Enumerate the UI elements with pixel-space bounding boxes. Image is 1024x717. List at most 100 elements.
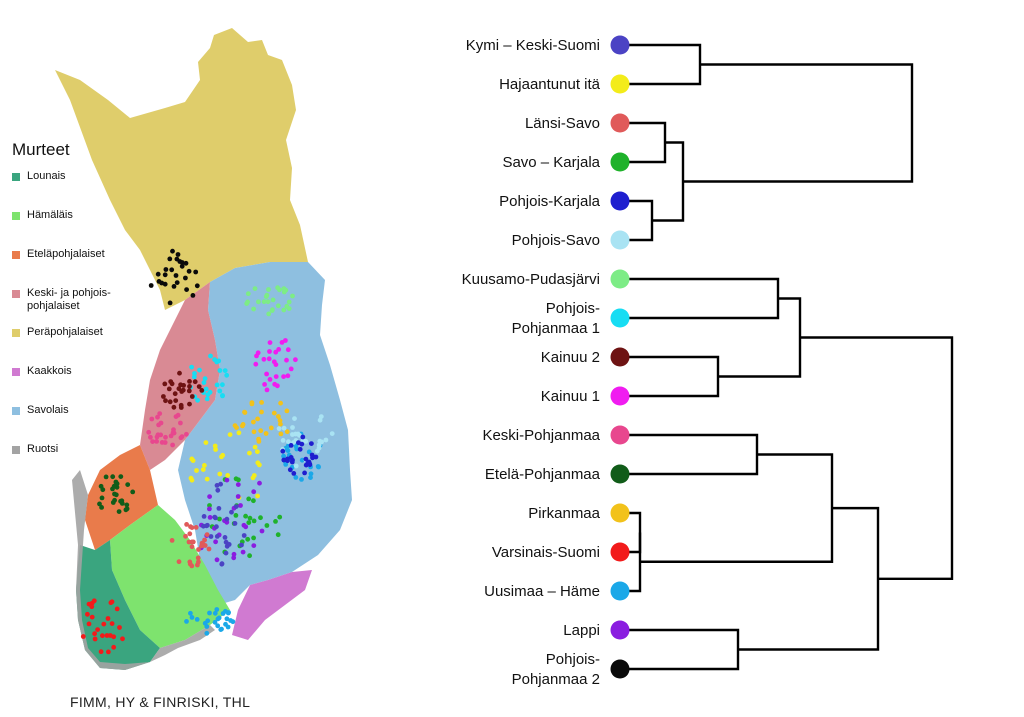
- sample-dot: [240, 422, 246, 427]
- sample-dot: [245, 536, 251, 542]
- sample-dot: [251, 535, 256, 541]
- map-credit: FIMM, HY & FINRISKI, THL: [70, 694, 251, 710]
- sample-dot: [281, 307, 287, 313]
- sample-dot: [212, 619, 218, 625]
- sample-dot: [201, 380, 207, 385]
- sample-dot: [267, 377, 273, 382]
- sample-dot: [256, 299, 261, 305]
- leaf-label: Savo – Karjala: [502, 154, 600, 171]
- sample-dot: [159, 280, 165, 286]
- legend-item: Kaakkois: [12, 365, 111, 404]
- leaf-marker: [610, 542, 630, 562]
- leaf-marker: [610, 425, 630, 445]
- sample-dot: [288, 366, 294, 372]
- sample-dot: [224, 372, 230, 378]
- sample-dot: [218, 481, 224, 487]
- sample-dot: [235, 494, 241, 499]
- sample-dot: [308, 475, 313, 480]
- sample-dot: [111, 483, 117, 489]
- sample-dot: [111, 634, 117, 640]
- sample-dot: [233, 513, 239, 518]
- legend-item: Keski- ja pohjois- pohjalaiset: [12, 287, 111, 326]
- dendrogram-links: [620, 43, 954, 671]
- sample-dot: [213, 515, 218, 521]
- legend-swatch: [12, 407, 20, 415]
- sample-dot: [120, 636, 125, 642]
- legend-item: Ruotsi: [12, 443, 111, 482]
- sample-dot: [180, 387, 186, 393]
- sample-dot: [188, 524, 193, 530]
- sample-dot: [171, 404, 177, 410]
- sample-dot: [281, 453, 286, 459]
- dendrogram-merge: [652, 141, 685, 222]
- sample-dot: [255, 416, 260, 422]
- sample-dot: [189, 539, 195, 545]
- sample-dot: [125, 482, 131, 487]
- sample-dot: [313, 454, 319, 460]
- dialect-dendrogram: Kymi – Keski-Suomi Hajaantunut itä Länsi-S…: [462, 35, 954, 688]
- legend-item: Eteläpohjalaiset: [12, 248, 111, 287]
- sample-dot: [162, 381, 168, 387]
- sample-dot: [251, 489, 257, 495]
- dendrogram-merge: [620, 433, 759, 476]
- finland-map-panel: Murteet Lounais Hämäläis Eteläpohjalaiset K…: [0, 0, 400, 717]
- sample-dot: [217, 388, 223, 394]
- sample-dot: [193, 269, 199, 275]
- sample-dot: [249, 400, 255, 405]
- leaf-label: Pohjanmaa 1: [512, 320, 600, 337]
- sample-dot: [184, 431, 189, 437]
- dendrogram-merge: [640, 453, 834, 563]
- sample-dot: [314, 448, 320, 454]
- sample-dot: [276, 347, 282, 352]
- sample-dot: [236, 477, 241, 483]
- leaf-label: Pohjois-: [546, 300, 600, 317]
- sample-dot: [255, 460, 261, 466]
- leaf-label: Uusimaa – Häme: [484, 583, 600, 600]
- dendrogram-merge: [738, 506, 880, 651]
- sample-dot: [230, 619, 236, 625]
- sample-dot: [170, 430, 176, 435]
- sample-dot: [252, 444, 258, 450]
- sample-dot: [287, 467, 293, 473]
- sample-dot: [183, 260, 189, 266]
- sample-dot: [179, 263, 185, 269]
- sample-dot: [149, 416, 155, 422]
- sample-dot: [173, 398, 179, 403]
- sample-dot: [275, 303, 281, 309]
- sample-dot: [303, 456, 309, 462]
- sample-dot: [111, 644, 117, 650]
- sample-dot: [308, 471, 314, 477]
- sample-dot: [195, 555, 201, 561]
- sample-dot: [220, 382, 225, 388]
- leaf-marker: [610, 503, 630, 523]
- sample-dot: [86, 621, 92, 627]
- sample-dot: [223, 550, 229, 556]
- sample-dot: [258, 515, 263, 521]
- sample-dot: [220, 393, 225, 398]
- sample-dot: [207, 503, 212, 508]
- sample-dot: [261, 299, 267, 305]
- sample-dot: [266, 311, 272, 317]
- sample-dot: [232, 521, 238, 526]
- sample-dot: [162, 440, 168, 445]
- legend-title: Murteet: [12, 140, 70, 159]
- sample-dot: [285, 373, 291, 379]
- leaf-marker: [610, 581, 630, 601]
- sample-dot: [247, 553, 253, 559]
- sample-dot: [99, 495, 105, 501]
- sample-dot: [190, 293, 196, 298]
- sample-dot: [286, 299, 292, 305]
- sample-dot: [97, 501, 102, 507]
- sample-dot: [207, 506, 212, 512]
- sample-dot: [110, 474, 116, 480]
- sample-dot: [258, 428, 264, 434]
- sample-dot: [118, 498, 123, 504]
- dendrogram-leaves: Kymi – Keski-Suomi Hajaantunut itä Länsi-S…: [462, 35, 630, 688]
- dendrogram-merge: [800, 336, 954, 581]
- sample-dot: [213, 447, 219, 452]
- sample-dot: [233, 504, 239, 509]
- sample-dot: [226, 542, 232, 547]
- legend-swatch: [12, 329, 20, 337]
- sample-dot: [201, 514, 207, 519]
- sample-dot: [99, 505, 104, 510]
